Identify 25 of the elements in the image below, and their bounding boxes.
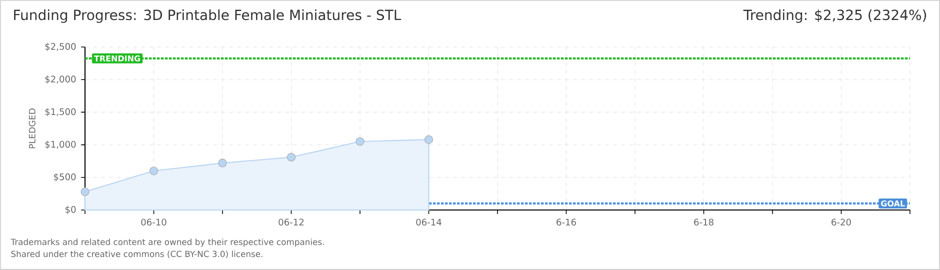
y-tick-label: $1,000: [45, 140, 76, 149]
y-tick-label: $500: [54, 173, 76, 182]
ref-line-label: GOAL: [881, 200, 905, 206]
x-tick-label: 06-14: [416, 218, 442, 226]
point: [356, 137, 364, 146]
point: [218, 158, 227, 168]
point: [80, 187, 90, 196]
chart-title: Funding Progress: 3D Printable Female Miniatures - STL: [14, 9, 402, 23]
x-tick-label: 6-18: [694, 218, 714, 226]
y-axis-title: PLEDGED: [28, 108, 36, 148]
y-tick-label: $1,500: [45, 108, 76, 116]
y-tick-label: $2,000: [45, 75, 76, 84]
y-tick-label: $0: [66, 206, 76, 214]
x-tick-label: 6-20: [832, 218, 851, 226]
chart-subtitle: Trending: $2,325 (2324%): [743, 9, 926, 23]
point: [424, 135, 434, 144]
ref-line-label: TRENDING: [94, 55, 140, 62]
x-tick-label: 06-10: [141, 218, 166, 226]
y-tick-label: $2,500: [45, 42, 76, 52]
text: Shared under the creative commons (CC BY-NC 3.0) license.: [11, 250, 262, 258]
x-tick-label: 6-16: [556, 218, 576, 226]
point: [286, 152, 296, 162]
x-tick-label: 06-12: [278, 218, 304, 226]
point: [149, 166, 158, 176]
text: Trademarks and related content are owned by their respective companies.: [10, 238, 324, 247]
